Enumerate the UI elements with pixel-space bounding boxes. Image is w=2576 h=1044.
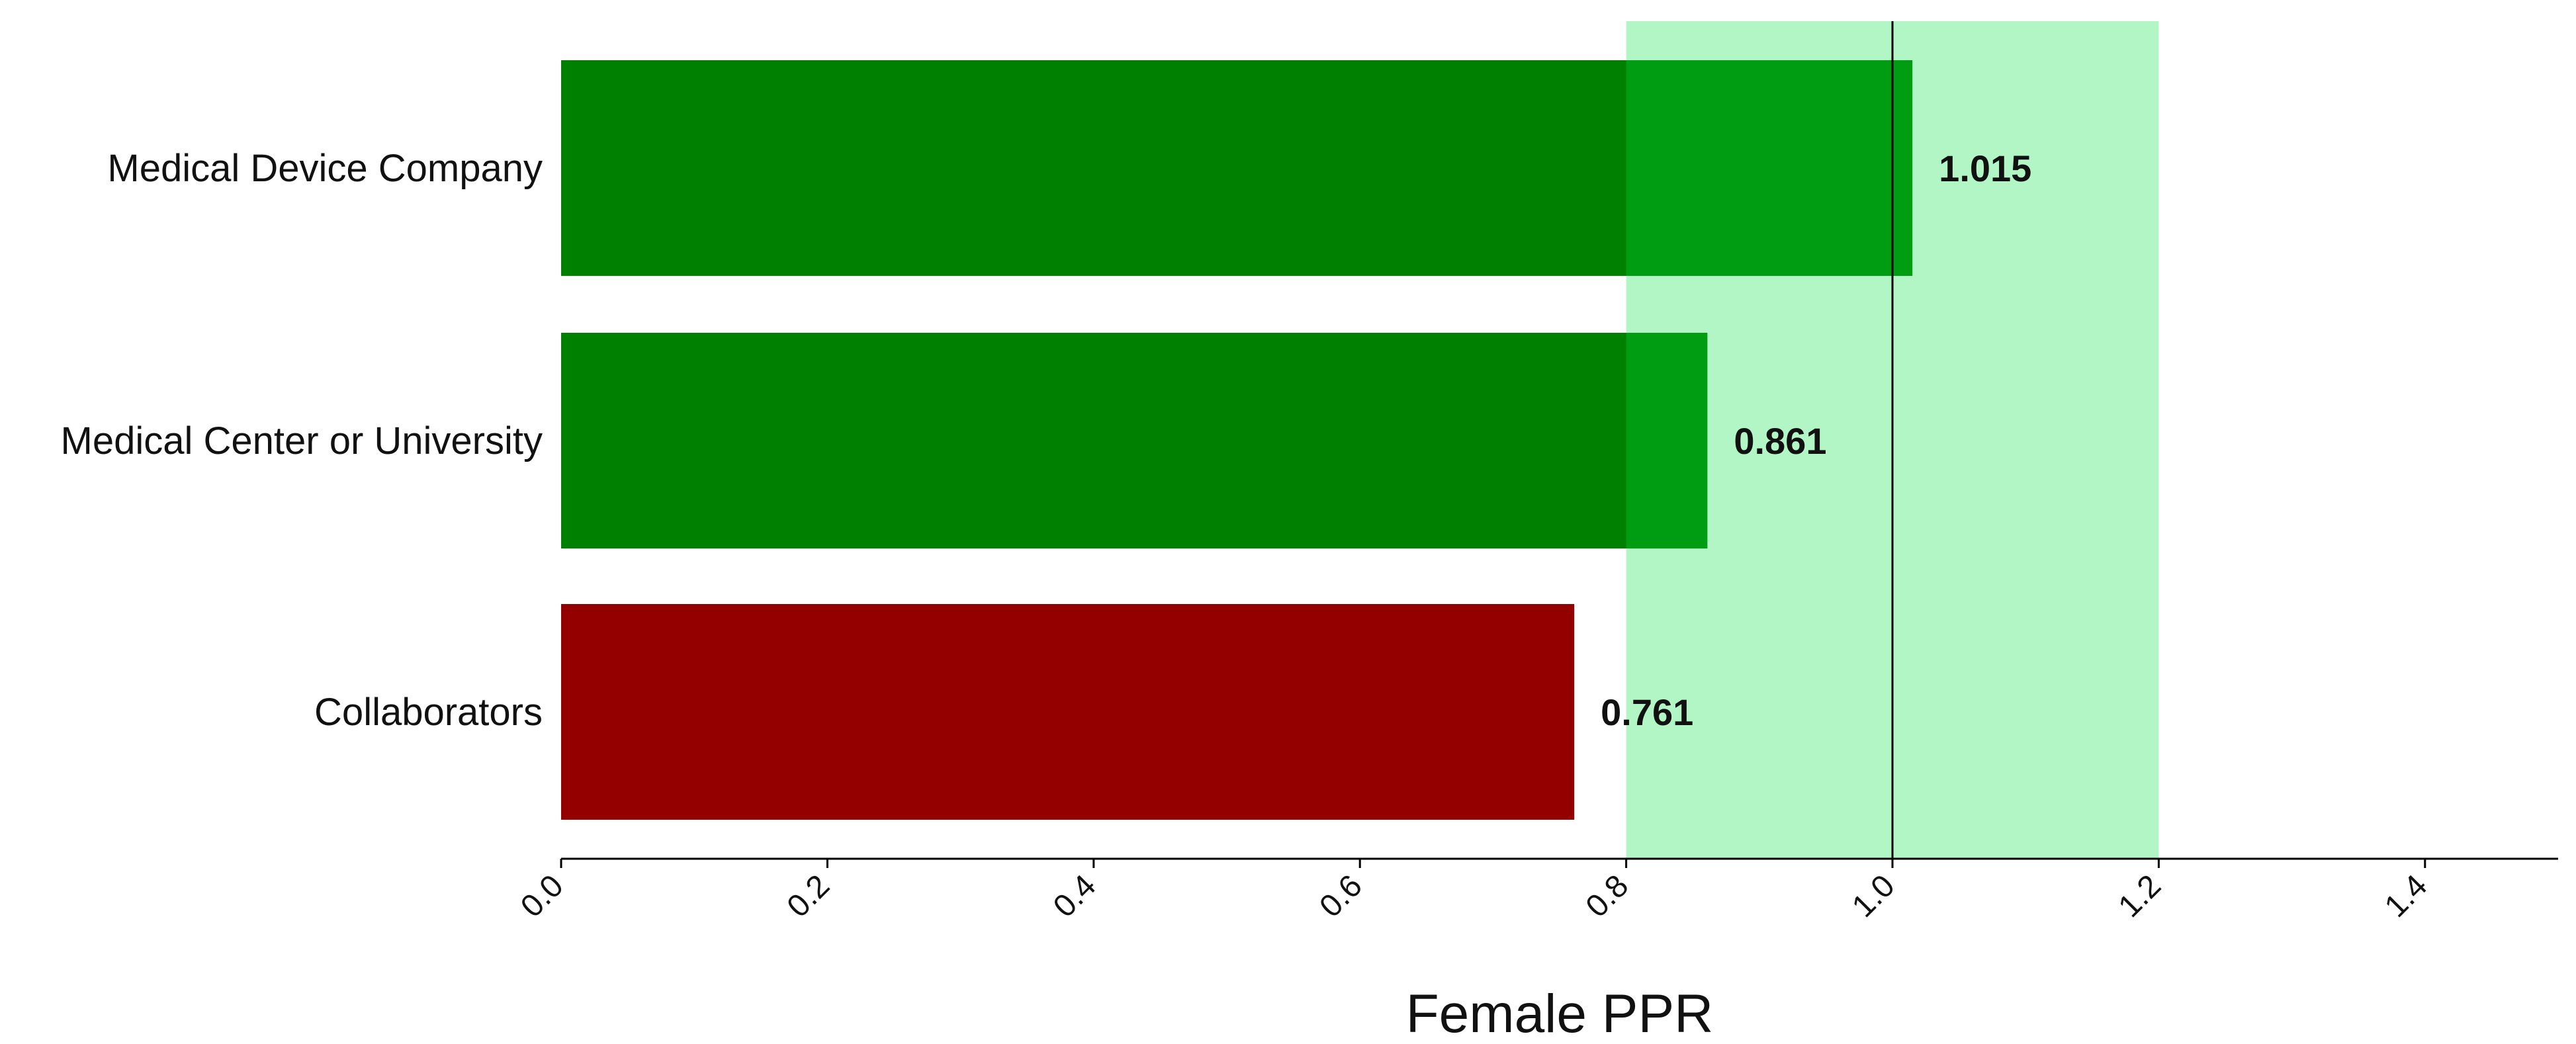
x-tick-label: 0.4	[1047, 868, 1103, 924]
bar-1	[561, 60, 1913, 276]
x-tick-label: 1.0	[1845, 868, 1902, 924]
labels-layer: Medical Device Company 1.015 Medical Cente…	[61, 147, 2032, 734]
x-tick-label: 1.4	[2378, 868, 2434, 924]
category-label: Medical Center or University	[61, 419, 543, 462]
value-label: 1.015	[1939, 148, 2031, 189]
category-label: Collaborators	[314, 691, 543, 734]
value-label: 0.861	[1734, 420, 1826, 462]
x-tick-label: 0.2	[781, 868, 837, 924]
x-axis-title: Female PPR	[1406, 984, 1714, 1044]
x-axis: 0.0 0.2 0.4 0.6 0.8 1.0 1.2 1.4	[514, 857, 2558, 924]
category-label: Medical Device Company	[107, 147, 543, 190]
x-tick-label: 1.2	[2112, 868, 2168, 924]
value-label: 0.761	[1601, 691, 1693, 733]
x-tick-label: 0.6	[1313, 868, 1369, 924]
bars-layer	[561, 60, 1913, 820]
x-tick-label: 0.0	[514, 868, 570, 924]
bar-3	[561, 604, 1575, 820]
bar-2	[561, 333, 1708, 548]
x-tick-label: 0.8	[1579, 868, 1636, 924]
